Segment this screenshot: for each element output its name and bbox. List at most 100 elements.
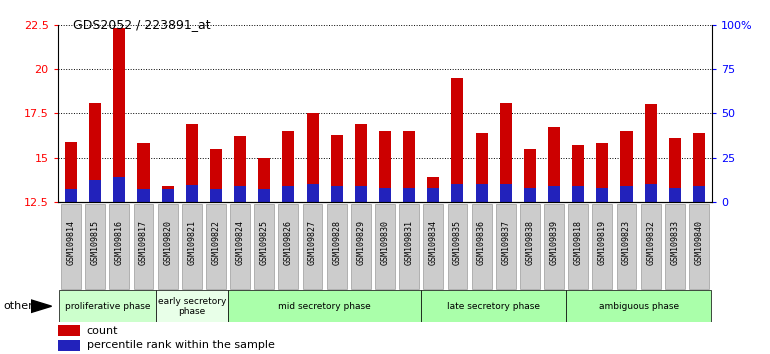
FancyBboxPatch shape [400, 205, 419, 289]
Bar [427, 177, 440, 202]
Text: GSM109835: GSM109835 [453, 220, 462, 265]
FancyBboxPatch shape [109, 205, 129, 289]
Text: GSM109821: GSM109821 [187, 220, 196, 265]
FancyBboxPatch shape [59, 290, 156, 322]
Bar [89, 179, 101, 202]
Text: GSM109817: GSM109817 [139, 220, 148, 265]
FancyBboxPatch shape [544, 205, 564, 289]
FancyBboxPatch shape [133, 205, 153, 289]
Bar [306, 184, 319, 202]
Bar [669, 138, 681, 202]
Bar [621, 186, 632, 202]
Text: GSM109836: GSM109836 [477, 220, 486, 265]
Bar [379, 131, 391, 202]
FancyBboxPatch shape [641, 205, 661, 289]
Bar [162, 186, 174, 202]
Text: GSM109818: GSM109818 [574, 220, 583, 265]
Text: GSM109826: GSM109826 [284, 220, 293, 265]
FancyBboxPatch shape [375, 205, 395, 289]
Text: GSM109829: GSM109829 [357, 220, 365, 265]
Text: mid secretory phase: mid secretory phase [278, 302, 371, 311]
Bar [283, 131, 294, 202]
Text: GSM109827: GSM109827 [308, 220, 317, 265]
Bar [693, 186, 705, 202]
Bar [621, 131, 632, 202]
Bar [403, 188, 415, 202]
Bar [596, 188, 608, 202]
Text: count: count [87, 326, 119, 336]
Text: early secretory
phase: early secretory phase [158, 297, 226, 316]
Text: proliferative phase: proliferative phase [65, 302, 150, 311]
FancyBboxPatch shape [351, 205, 370, 289]
Bar [548, 186, 560, 202]
Bar [524, 188, 536, 202]
Bar [644, 184, 657, 202]
Text: GSM109822: GSM109822 [212, 220, 220, 265]
Text: GDS2052 / 223891_at: GDS2052 / 223891_at [73, 18, 211, 31]
Bar [500, 103, 512, 202]
Bar [572, 145, 584, 202]
Text: GSM109840: GSM109840 [695, 220, 704, 265]
FancyBboxPatch shape [230, 205, 250, 289]
Bar [113, 177, 126, 202]
Text: ambiguous phase: ambiguous phase [598, 302, 678, 311]
Bar [572, 186, 584, 202]
FancyBboxPatch shape [689, 205, 709, 289]
Text: GSM109830: GSM109830 [380, 220, 390, 265]
Bar [283, 186, 294, 202]
Polygon shape [31, 300, 52, 313]
Bar [476, 184, 487, 202]
FancyBboxPatch shape [61, 205, 81, 289]
Bar [234, 186, 246, 202]
Bar [113, 28, 126, 202]
Bar [186, 124, 198, 202]
Text: GSM109837: GSM109837 [501, 220, 511, 265]
Text: GSM109815: GSM109815 [91, 220, 99, 265]
FancyBboxPatch shape [326, 205, 347, 289]
FancyBboxPatch shape [156, 290, 228, 322]
Bar [138, 143, 149, 202]
FancyBboxPatch shape [568, 205, 588, 289]
Bar [58, 325, 80, 336]
FancyBboxPatch shape [421, 290, 566, 322]
Bar [379, 188, 391, 202]
Text: GSM109831: GSM109831 [405, 220, 413, 265]
Text: GSM109832: GSM109832 [646, 220, 655, 265]
Bar [138, 189, 149, 202]
Bar [355, 186, 367, 202]
FancyBboxPatch shape [592, 205, 612, 289]
Text: GSM109833: GSM109833 [671, 220, 679, 265]
Bar [330, 186, 343, 202]
Text: other: other [3, 301, 33, 311]
Bar [89, 103, 101, 202]
Bar [548, 127, 560, 202]
Bar [210, 189, 222, 202]
FancyBboxPatch shape [520, 205, 540, 289]
Bar [186, 185, 198, 202]
FancyBboxPatch shape [85, 205, 105, 289]
Text: GSM109823: GSM109823 [622, 220, 631, 265]
FancyBboxPatch shape [254, 205, 274, 289]
Bar [427, 188, 440, 202]
Bar [451, 184, 464, 202]
FancyBboxPatch shape [617, 205, 637, 289]
Text: GSM109828: GSM109828 [332, 220, 341, 265]
Bar [644, 104, 657, 202]
Text: GSM109824: GSM109824 [236, 220, 245, 265]
FancyBboxPatch shape [566, 290, 711, 322]
FancyBboxPatch shape [206, 205, 226, 289]
Bar [234, 136, 246, 202]
Text: GSM109820: GSM109820 [163, 220, 172, 265]
FancyBboxPatch shape [228, 290, 421, 322]
Bar [476, 133, 487, 202]
Bar [669, 188, 681, 202]
FancyBboxPatch shape [424, 205, 444, 289]
Text: percentile rank within the sample: percentile rank within the sample [87, 341, 275, 350]
Bar [330, 135, 343, 202]
FancyBboxPatch shape [447, 205, 467, 289]
Bar [306, 113, 319, 202]
Text: late secretory phase: late secretory phase [447, 302, 541, 311]
Text: GSM109834: GSM109834 [429, 220, 438, 265]
Text: GSM109838: GSM109838 [525, 220, 534, 265]
Bar [210, 149, 222, 202]
